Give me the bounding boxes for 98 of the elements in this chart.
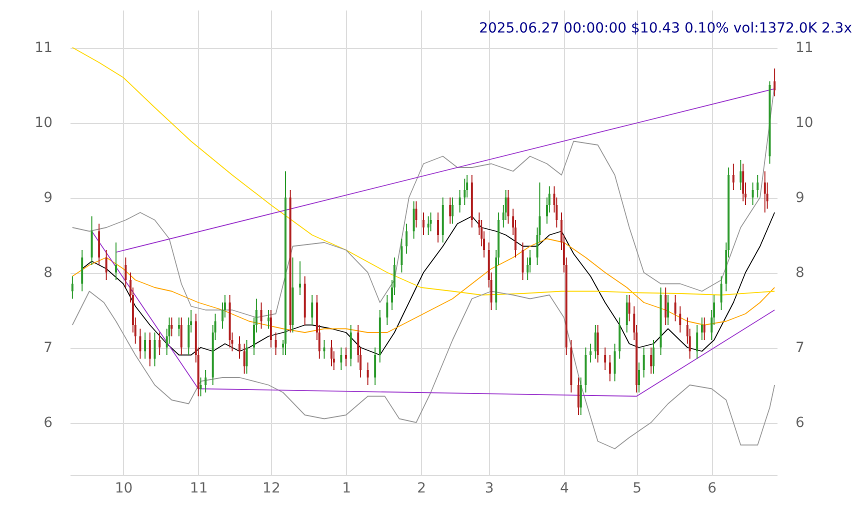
candlestick (674, 294, 676, 322)
candlestick (345, 347, 348, 367)
candlestick (427, 216, 430, 236)
candlestick (323, 340, 326, 360)
candlestick (340, 347, 342, 370)
candlestick (522, 242, 524, 280)
x-tick-label: 6 (708, 480, 717, 496)
candlestick (430, 212, 432, 232)
candlestick (594, 324, 596, 360)
candlestick (270, 310, 272, 348)
candlestick (139, 328, 142, 360)
y-tick-label: 10 (34, 115, 52, 131)
candlestick (415, 200, 418, 228)
candlestick (742, 163, 744, 202)
candlestick (614, 343, 616, 382)
candlestick (652, 340, 655, 374)
candlestick (366, 362, 369, 386)
candlestick (148, 332, 151, 367)
text: 2025.06.27 00:00:00 $10.43 0.10% vol:1372.0K 2.3x (479, 20, 852, 36)
candlestick (650, 347, 652, 374)
line-series (91, 230, 776, 397)
candlestick (720, 276, 722, 310)
candlestick (204, 370, 207, 393)
candlestick (507, 190, 510, 224)
y-tick-label: 9 (44, 190, 52, 206)
candlestick (700, 317, 703, 340)
candlestick (740, 160, 742, 190)
candlestick (144, 332, 146, 360)
candlestick (386, 294, 388, 326)
candlestick (596, 324, 599, 363)
candlestick (703, 317, 706, 340)
line-series (82, 212, 776, 356)
candlestick (158, 332, 161, 356)
y2-tick-label: 10 (796, 115, 814, 131)
candlestick (268, 310, 270, 330)
candlestick (638, 362, 640, 393)
candlestick (764, 170, 766, 213)
candlestick (374, 347, 376, 386)
candlestick (679, 306, 682, 333)
candlestick (449, 197, 452, 224)
y2-tick-label: 7 (796, 340, 804, 356)
candlestick (452, 197, 454, 224)
x-tick-label: 4 (560, 480, 569, 496)
candlestick (406, 223, 408, 254)
x-tick-label: 10 (114, 480, 133, 496)
candlestick (577, 377, 580, 416)
y-tick-label: 7 (44, 340, 52, 356)
candlestick (464, 178, 466, 206)
y2-tick-label: 6 (796, 415, 804, 431)
candlestick (71, 276, 74, 300)
candlestick (604, 347, 606, 370)
candlestick (238, 336, 240, 360)
candlestick (178, 317, 180, 337)
candlestick (642, 347, 645, 378)
y-tick-label: 6 (44, 415, 53, 431)
candlestick (170, 317, 173, 337)
candlestick (437, 212, 440, 243)
x-tick-label: 5 (632, 480, 642, 496)
x-tick-label: 3 (484, 480, 494, 496)
candlestick (299, 260, 302, 296)
line-series (72, 238, 776, 333)
y2-tick-label: 11 (796, 40, 814, 56)
x-tick-label: 12 (262, 480, 280, 496)
candlestick (412, 200, 415, 240)
x-tick-label: 1 (342, 480, 351, 496)
candlestick (774, 68, 776, 97)
candlestick (667, 294, 670, 326)
candlestick (180, 317, 182, 356)
candlestick (200, 377, 202, 397)
candlestick (400, 238, 403, 273)
y2-tick-label: 9 (796, 190, 804, 206)
candlestick (311, 294, 314, 326)
candlestick (458, 190, 461, 213)
y-tick-label: 11 (34, 40, 52, 56)
candlestick (732, 163, 734, 190)
candlestick (590, 343, 592, 363)
candlestick (330, 340, 332, 367)
candlestick (696, 324, 698, 360)
candlestick (422, 212, 424, 236)
y-tick-label: 8 (44, 265, 52, 281)
x-tick-label: 11 (190, 480, 208, 496)
x-tick-label: 2 (417, 480, 426, 496)
candlestick (154, 332, 156, 367)
candlestick (124, 257, 127, 288)
candlestick (246, 340, 248, 374)
candlestick (628, 294, 630, 322)
candlestick (626, 294, 628, 333)
candlestick (752, 182, 754, 206)
candlestick (115, 242, 118, 280)
candlestick (664, 287, 667, 326)
candlestick (243, 343, 246, 374)
candlestick (260, 302, 262, 330)
y2-tick-label: 8 (796, 265, 804, 281)
candlestick (608, 354, 611, 382)
candlestick (580, 377, 582, 416)
candlestick (105, 250, 108, 280)
candlestick (274, 332, 277, 356)
candlestick (756, 174, 759, 198)
